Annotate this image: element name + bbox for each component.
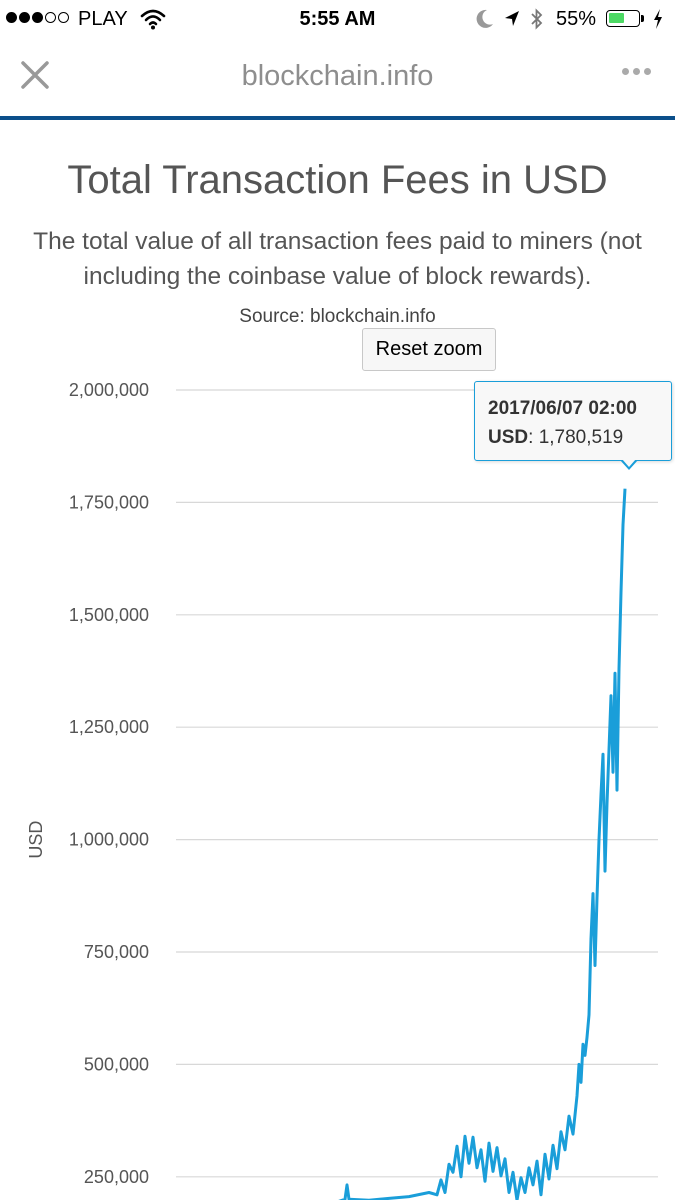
more-options-icon[interactable] xyxy=(622,68,651,75)
signal-dot xyxy=(6,12,17,23)
y-axis-label: USD xyxy=(26,821,46,859)
signal-dot xyxy=(19,12,30,23)
battery-icon xyxy=(606,10,640,27)
do-not-disturb-icon xyxy=(476,9,494,35)
page-url: blockchain.info xyxy=(241,60,434,92)
y-tick-label: 1,500,000 xyxy=(69,605,149,625)
header-divider xyxy=(0,116,675,120)
y-tick-label: 1,750,000 xyxy=(69,492,149,512)
signal-dot xyxy=(32,12,43,23)
gridlines xyxy=(176,389,658,1178)
battery-cap xyxy=(641,15,644,22)
signal-dot xyxy=(58,12,69,23)
tooltip-date: 2017/06/07 02:00 xyxy=(488,398,637,419)
tooltip-pointer-fill xyxy=(622,459,636,467)
chart-title: Total Transaction Fees in USD xyxy=(67,158,608,202)
status-bar: PLAY 5:55 AM 55% xyxy=(0,0,675,38)
chart-source: Source: blockchain.info xyxy=(239,306,436,327)
battery-percentage: 55% xyxy=(556,8,597,30)
tooltip-series-name: USD xyxy=(488,427,529,448)
reset-zoom-button[interactable]: Reset zoom xyxy=(362,328,496,371)
location-arrow-icon xyxy=(503,9,521,35)
y-tick-label: 2,000,000 xyxy=(69,380,149,400)
signal-strength-icon xyxy=(6,12,69,23)
y-tick-label: 1,000,000 xyxy=(69,830,149,850)
y-tick-label: 1,250,000 xyxy=(69,717,149,737)
more-dot xyxy=(622,68,629,75)
status-time: 5:55 AM xyxy=(299,8,376,30)
line-chart[interactable]: 250,000 500,000 750,000 1,000,000 1,250,000 1… xyxy=(0,370,675,1200)
more-dot xyxy=(633,68,640,75)
series-line-usd xyxy=(338,488,627,1200)
wifi-icon xyxy=(140,8,166,36)
chart-tooltip: 2017/06/07 02:00 USD: 1,780,519 xyxy=(474,381,672,461)
carrier-name: PLAY xyxy=(78,8,128,30)
battery-level-fill xyxy=(609,13,624,23)
signal-dot xyxy=(45,12,56,23)
close-icon[interactable] xyxy=(18,58,52,92)
bluetooth-icon xyxy=(530,8,544,36)
charging-bolt-icon xyxy=(652,8,664,36)
y-tick-label: 250,000 xyxy=(84,1167,149,1187)
chart-subtitle: The total value of all transaction fees … xyxy=(33,228,642,290)
tooltip-value-row: USD: 1,780,519 xyxy=(488,427,624,448)
more-dot xyxy=(644,68,651,75)
browser-header: blockchain.info xyxy=(0,40,675,116)
tooltip-value: 1,780,519 xyxy=(538,427,624,448)
y-tick-label: 500,000 xyxy=(84,1054,149,1074)
y-axis-ticks: 250,000 500,000 750,000 1,000,000 1,250,000 1… xyxy=(69,380,149,1187)
y-tick-label: 750,000 xyxy=(84,942,149,962)
